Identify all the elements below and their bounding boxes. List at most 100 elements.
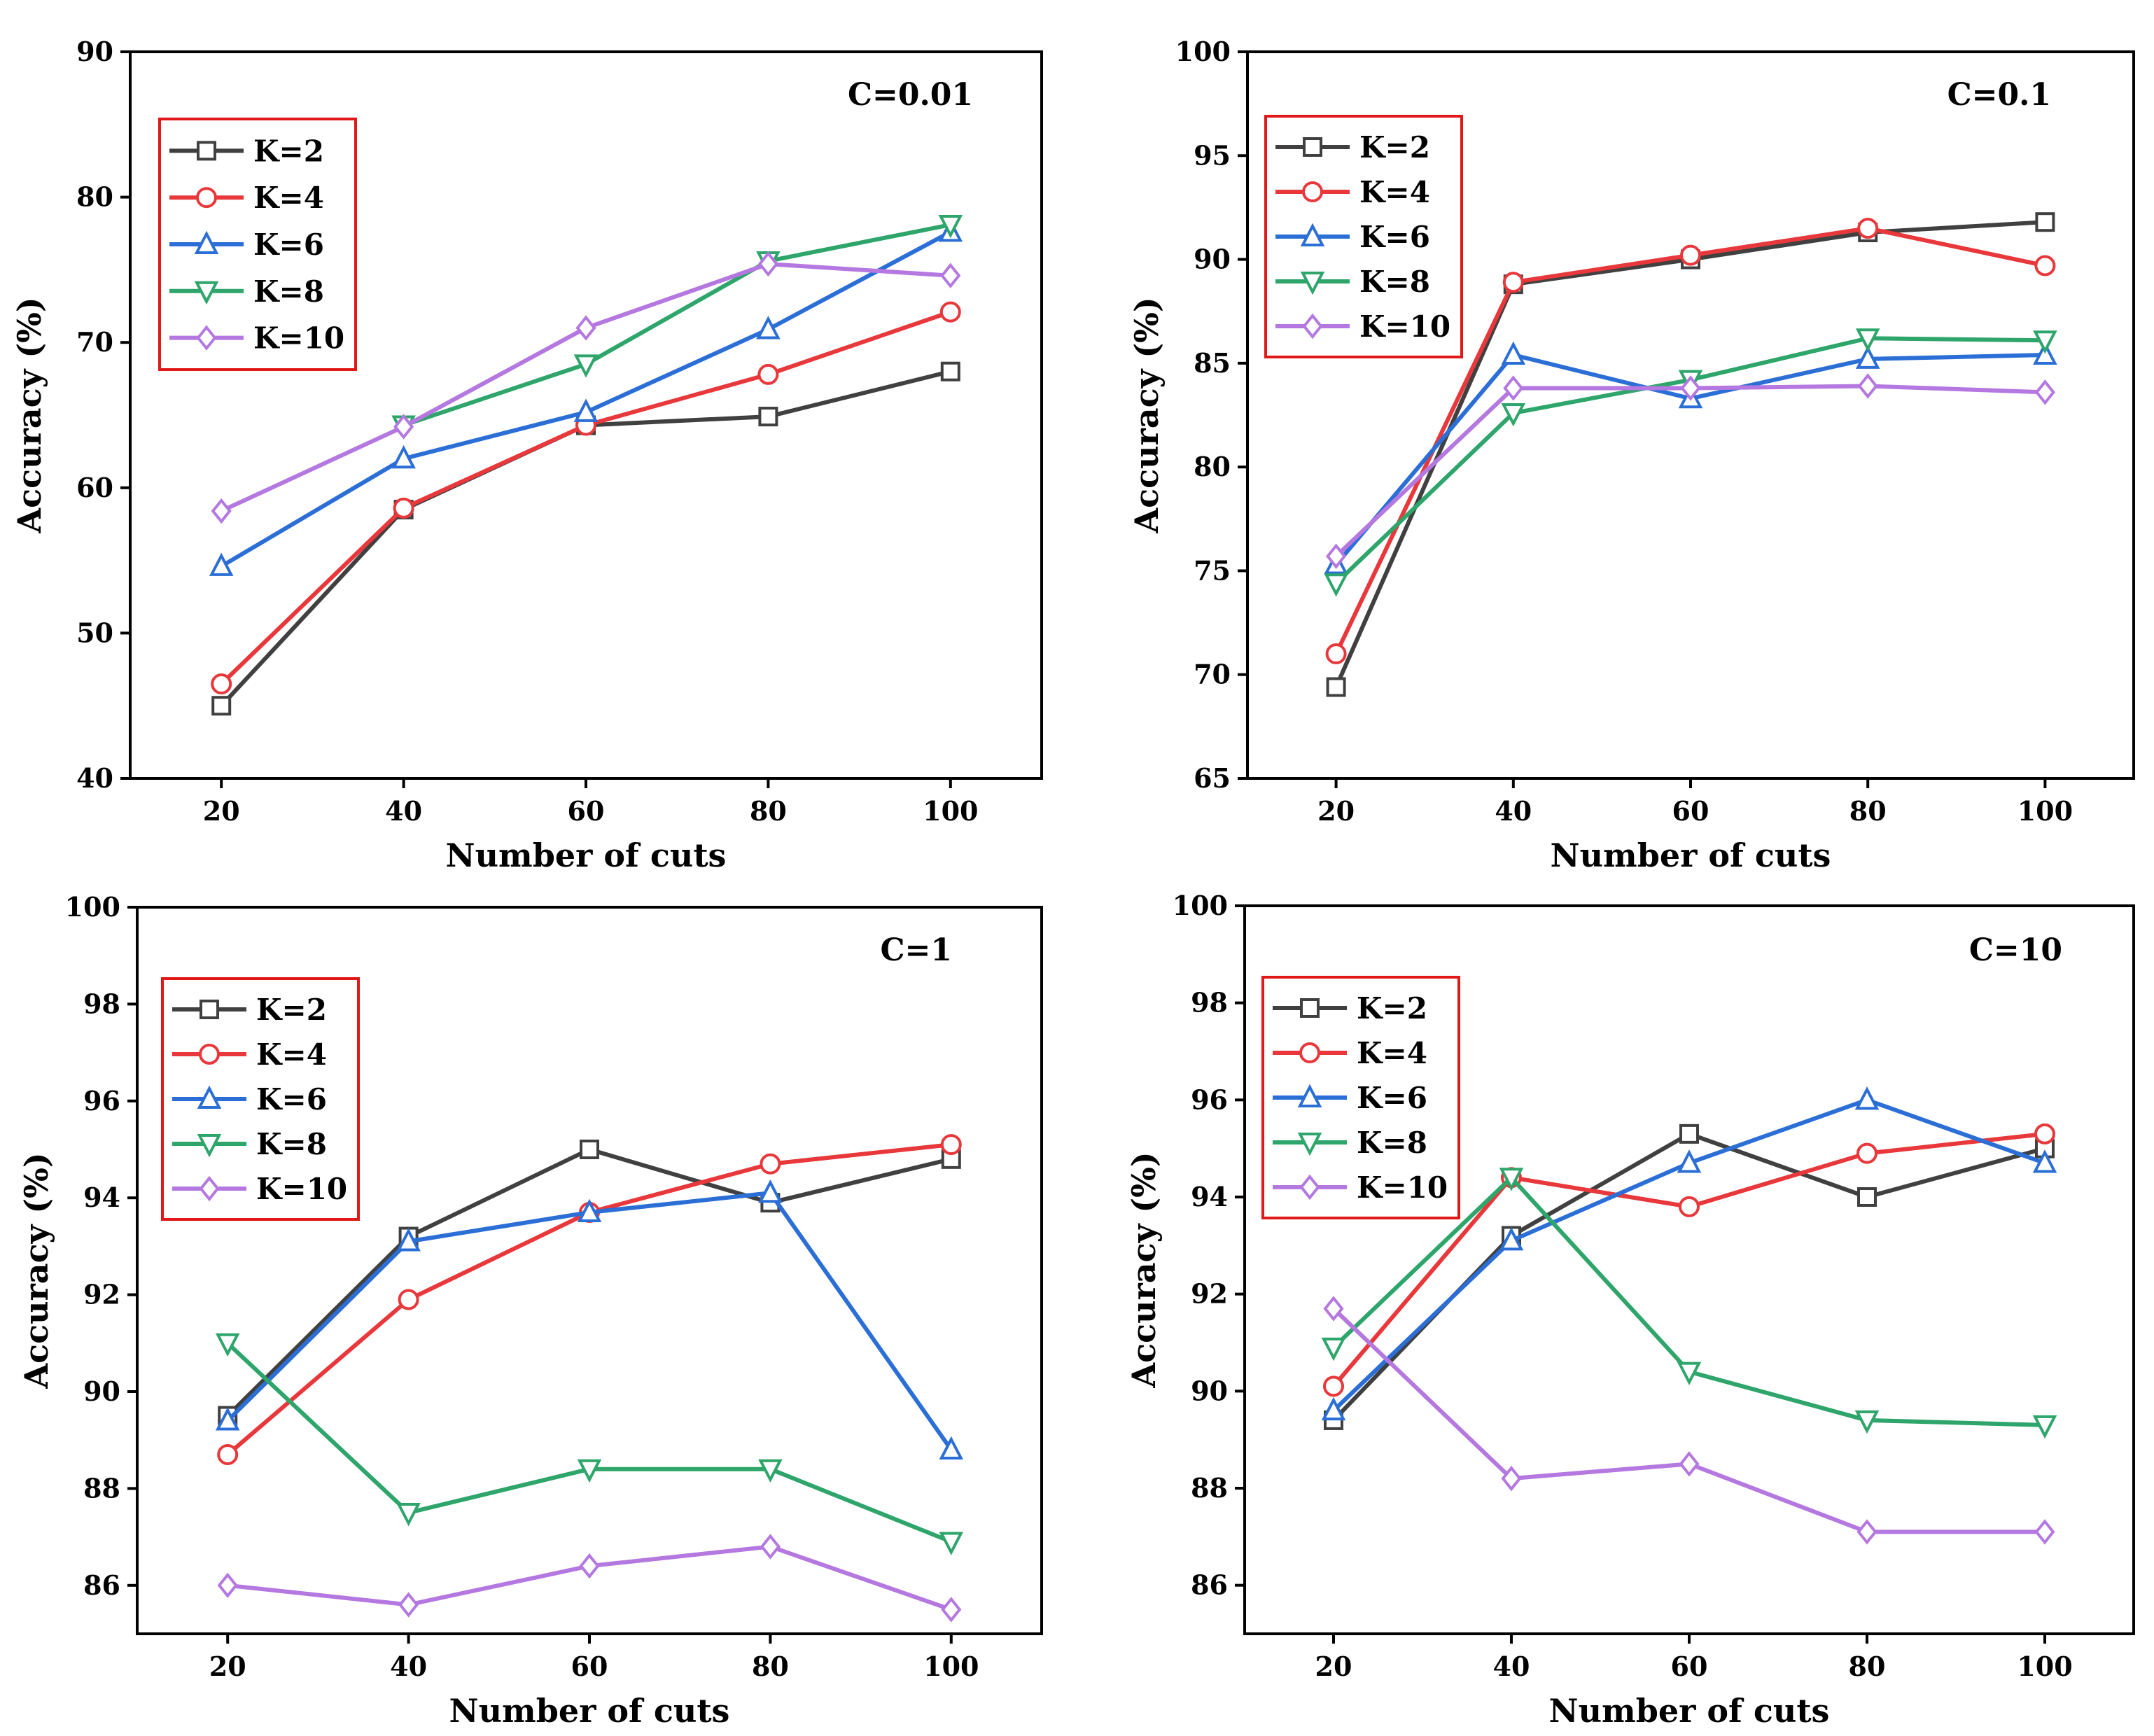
chart-panel-4: 86 88 90 92 94 96 98 100 20 40 60 80 100 Number of cu…: [1125, 890, 2135, 1730]
y-axis-title: Accuracy (%): [18, 1152, 55, 1389]
data-point-K=4-100: [940, 1134, 962, 1156]
data-point-K=10-60: [579, 1553, 600, 1579]
data-point-K=10-100: [941, 1597, 962, 1623]
series-line-K=6: [226, 1191, 953, 1451]
y-axis-title: Accuracy (%): [11, 297, 48, 533]
data-point-K=6-20: [209, 552, 234, 576]
data-point-K=6-60: [573, 398, 599, 422]
data-point-K=4-20: [217, 1443, 239, 1465]
y-tick-label: 90: [1191, 1375, 1228, 1406]
data-point-K=6-40: [1499, 1227, 1524, 1251]
data-point-K=8-100: [2032, 1415, 2057, 1439]
x-tick-label: 40: [390, 1651, 427, 1682]
series-line-K=8: [226, 1341, 952, 1544]
legend-label: K=8: [253, 274, 324, 309]
legend-label: K=4: [1357, 1036, 1427, 1070]
x-tick-label: 40: [1495, 795, 1532, 827]
y-axis-title: Accuracy (%): [1128, 297, 1166, 533]
x-axis-title: Number of cuts: [1549, 1692, 1830, 1730]
legend-marker: [1300, 272, 1325, 295]
legend: K=2 K=4 K=6 K=8 K=10: [161, 977, 360, 1221]
data-point-K=2-60: [580, 1140, 599, 1159]
chart-panel-1: 40 50 60 70 80 90 20 40 60 80 100 Number of cuts Acc…: [11, 36, 1043, 874]
data-point-K=4-40: [398, 1289, 419, 1310]
data-point-K=8-20: [1324, 573, 1348, 597]
x-tick-label: 20: [1315, 1651, 1352, 1682]
legend-label: K=2: [253, 134, 324, 168]
legend-label: K=10: [1357, 1170, 1448, 1205]
y-tick-label: 50: [76, 617, 113, 648]
legend-label: K=2: [256, 993, 327, 1027]
data-point-K=2-100: [940, 361, 960, 382]
y-tick-label: 90: [83, 1376, 120, 1407]
data-point-K=6-20: [215, 1407, 240, 1431]
data-point-K=10-20: [1323, 1296, 1344, 1322]
data-point-K=10-20: [211, 498, 232, 524]
data-point-K=4-100: [2034, 1123, 2055, 1144]
data-point-K=6-80: [758, 1179, 783, 1203]
data-point-K=6-40: [1501, 341, 1526, 365]
data-point-K=8-60: [577, 1459, 602, 1483]
y-tick-label: 80: [1194, 451, 1231, 482]
x-tick-label: 60: [568, 795, 605, 827]
chart-title: C=1: [880, 932, 952, 968]
legend-marker: [197, 1134, 222, 1158]
y-tick-label: 92: [1191, 1278, 1228, 1310]
data-point-K=6-40: [391, 444, 416, 469]
x-tick-label: 20: [203, 795, 240, 827]
data-point-K=2-20: [211, 696, 232, 716]
legend: K=2 K=4 K=6 K=8 K=10: [1261, 976, 1460, 1219]
data-point-K=6-20: [1321, 1396, 1346, 1421]
chart-panel-2: 65 70 75 80 85 90 95 100 20 40 60 80 100 Number of cu…: [1128, 36, 2135, 874]
data-point-K=8-40: [1499, 1168, 1524, 1191]
legend-marker: [1302, 181, 1323, 202]
data-point-K=10-80: [1856, 1519, 1877, 1545]
legend-label: K=8: [1359, 265, 1430, 299]
data-point-K=4-20: [211, 673, 232, 695]
y-tick-label: 90: [76, 36, 113, 67]
data-point-K=4-40: [393, 497, 414, 519]
data-point-K=4-100: [939, 301, 961, 323]
legend-marker: [1300, 998, 1320, 1018]
data-point-K=8-80: [1855, 328, 1880, 352]
data-point-K=4-40: [1502, 272, 1524, 293]
x-tick-label: 80: [1849, 795, 1887, 827]
x-tick-label: 60: [571, 1651, 608, 1682]
legend-marker: [194, 230, 219, 254]
chart-title: C=10: [1969, 932, 2062, 968]
data-point-K=4-80: [1857, 218, 1879, 239]
legend-marker: [1297, 1084, 1322, 1107]
legend-marker: [1303, 137, 1322, 157]
data-point-K=10-80: [757, 251, 778, 277]
data-point-K=2-80: [1857, 1187, 1877, 1207]
legend-marker: [1302, 313, 1323, 340]
data-point-K=10-100: [2034, 1519, 2055, 1545]
y-tick-label: 90: [1194, 244, 1231, 275]
legend: K=2 K=4 K=6 K=8 K=10: [158, 118, 357, 371]
x-tick-label: 60: [1672, 795, 1709, 827]
x-axis-title: Number of cuts: [1551, 836, 1831, 874]
y-tick-label: 98: [83, 988, 120, 1019]
chart-title: C=0.1: [1947, 77, 2051, 113]
y-tick-label: 88: [1191, 1472, 1228, 1504]
data-point-K=10-20: [1326, 543, 1347, 569]
legend-marker: [196, 325, 217, 351]
data-point-K=2-80: [758, 407, 778, 427]
y-tick-label: 92: [83, 1279, 120, 1310]
data-point-K=8-40: [1501, 403, 1526, 427]
x-tick-label: 40: [385, 795, 422, 827]
series-line-K=8: [403, 223, 951, 428]
y-tick-label: 88: [83, 1472, 120, 1504]
data-point-K=6-100: [2032, 1149, 2057, 1173]
legend: K=2 K=4 K=6 K=8 K=10: [1264, 115, 1463, 358]
x-tick-label: 100: [923, 795, 978, 827]
legend-marker: [194, 281, 219, 305]
legend-marker: [200, 1000, 219, 1019]
data-point-K=4-80: [1856, 1142, 1877, 1164]
legend-marker: [1299, 1042, 1320, 1063]
legend-marker: [197, 1085, 222, 1109]
data-point-K=10-40: [1503, 375, 1524, 401]
legend-marker: [199, 1175, 220, 1202]
data-point-K=10-40: [398, 1592, 419, 1618]
